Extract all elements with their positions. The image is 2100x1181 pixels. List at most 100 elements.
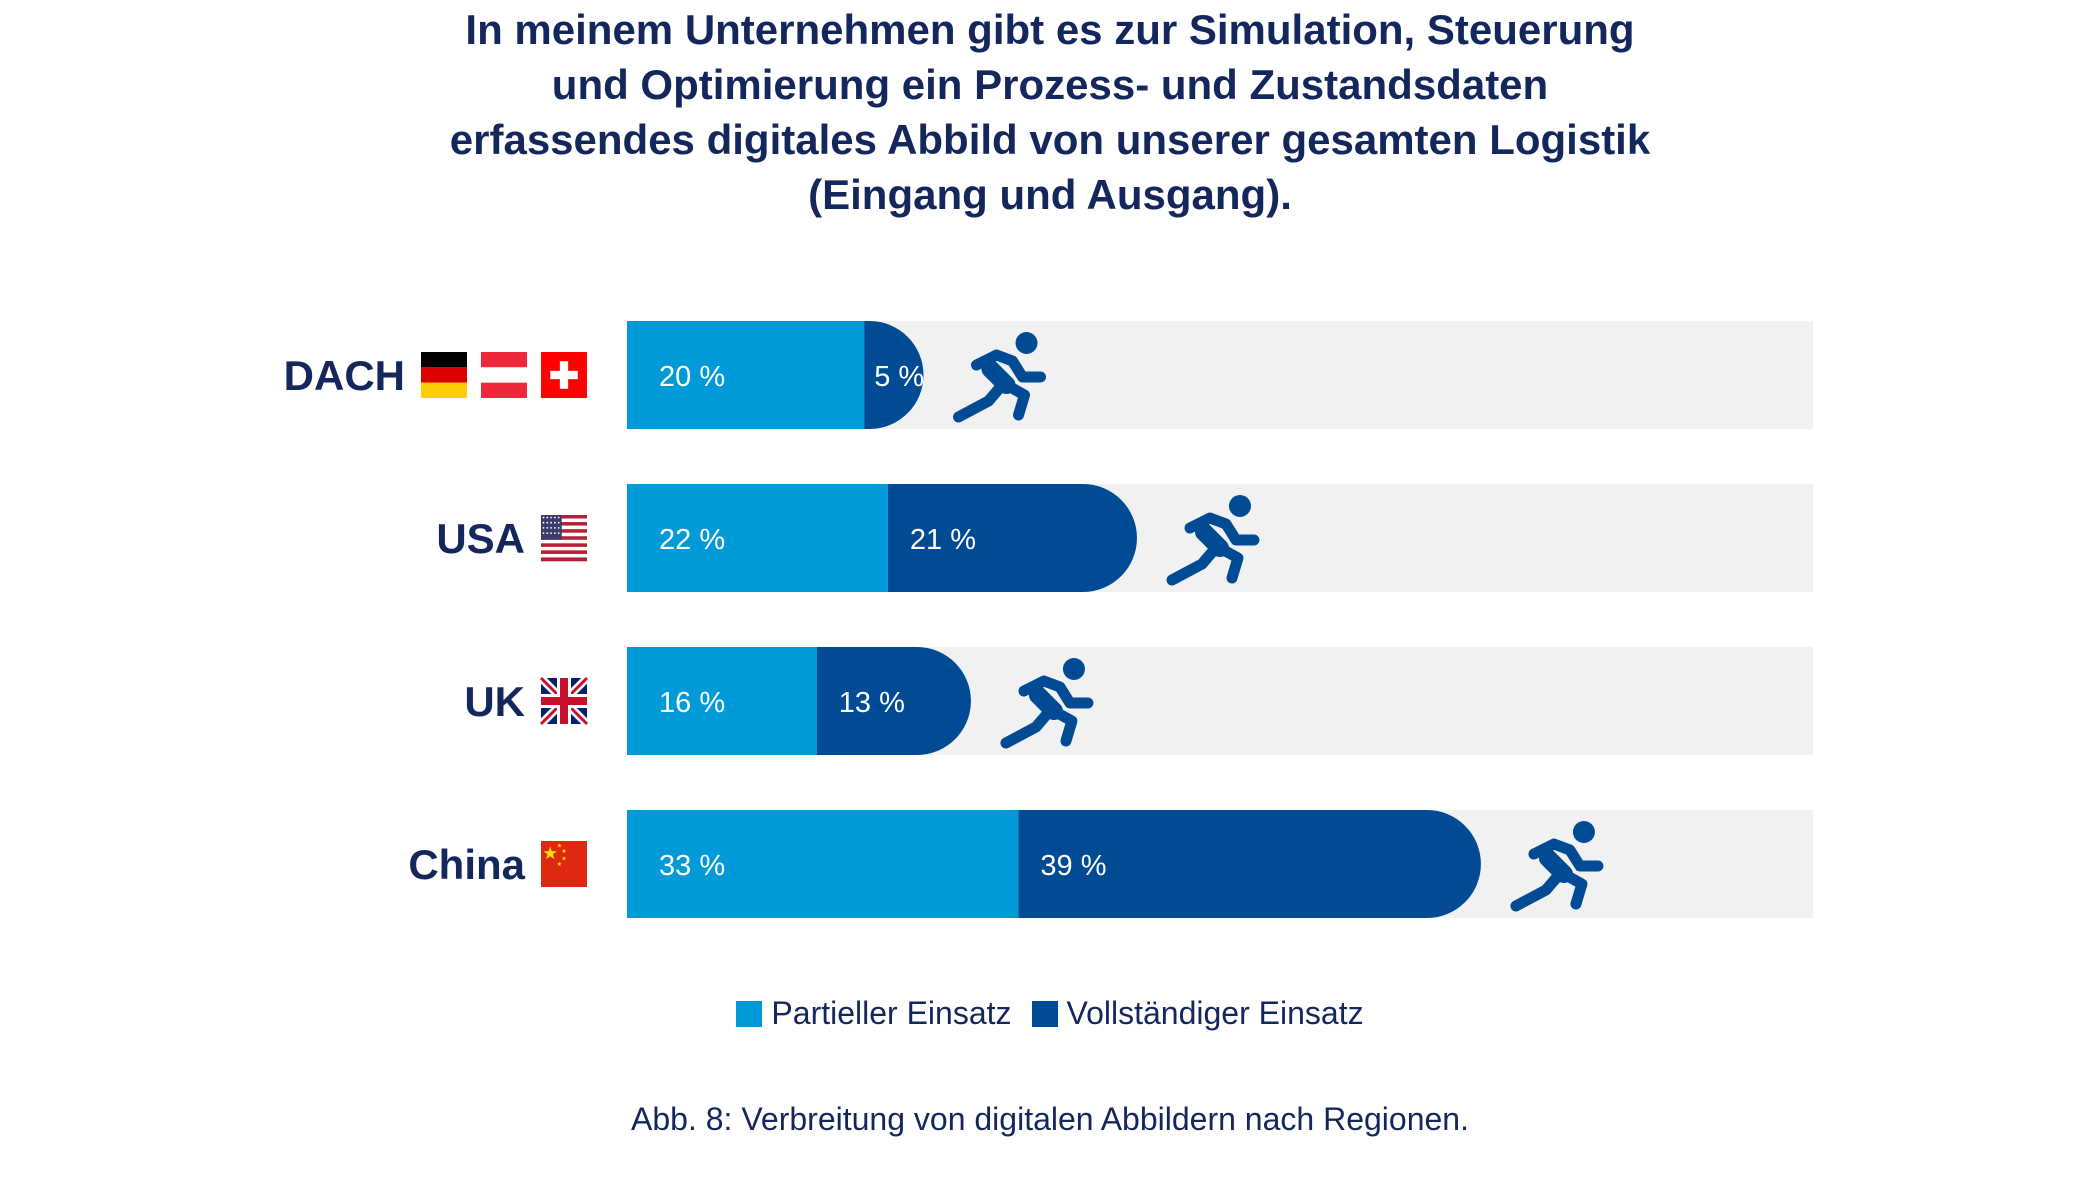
runner-head xyxy=(1228,495,1251,517)
value-label-partial: 20 % xyxy=(659,361,725,393)
flag-stripe xyxy=(541,536,587,541)
flag-stripe xyxy=(541,515,587,519)
runner-arm xyxy=(1528,838,1604,872)
flag-star xyxy=(557,843,562,848)
bar-partial xyxy=(627,647,817,755)
flag-star xyxy=(554,521,556,524)
value-label-partial: 33 % xyxy=(659,850,725,882)
chart-legend: Partieller Einsatz Vollständiger Einsatz xyxy=(0,995,2100,1032)
title-line: (Eingang und Ausgang). xyxy=(808,171,1292,218)
flag-star xyxy=(561,856,567,861)
flag-cross xyxy=(550,370,578,380)
title-line: erfassendes digitales Abbild von unserer… xyxy=(449,116,1651,163)
category-label: China xyxy=(408,841,525,888)
flag-star xyxy=(554,527,556,529)
bar-full xyxy=(816,647,971,755)
flag-star xyxy=(557,527,560,529)
runner-arm xyxy=(971,349,1046,383)
title-line: und Optimierung ein Prozess- und Zustand… xyxy=(551,61,1549,108)
flag-star xyxy=(561,848,567,854)
flag-stripe xyxy=(541,529,587,533)
flag-stripe xyxy=(541,518,587,523)
flag-uk-icon xyxy=(538,675,590,727)
value-label-full: 21 % xyxy=(910,524,976,556)
bar-partial xyxy=(627,484,888,592)
flag-stripe xyxy=(541,550,587,555)
flag-star xyxy=(557,521,560,524)
runner-leg xyxy=(1214,542,1244,584)
flag-stripe xyxy=(481,382,527,398)
value-label-partial: 16 % xyxy=(659,687,725,719)
runner-leg xyxy=(1048,705,1078,747)
flag-stripe xyxy=(541,532,587,537)
runner-leg xyxy=(1166,544,1220,586)
flag-stripe xyxy=(421,352,467,368)
flag-star xyxy=(557,516,560,519)
bar-full xyxy=(1018,810,1481,918)
flag-star xyxy=(542,532,545,534)
flag-star xyxy=(554,532,556,534)
flag-stripe xyxy=(541,522,587,526)
flag-field xyxy=(541,841,587,887)
flag-stripe xyxy=(541,557,587,562)
legend-item-partial: Partieller Einsatz xyxy=(736,995,1012,1032)
flag-germany-icon xyxy=(421,352,467,398)
flag-switzerland-icon xyxy=(541,352,587,398)
runner-leg xyxy=(1558,868,1588,910)
flag-star xyxy=(546,527,549,529)
flag-stripe xyxy=(421,382,467,398)
flag-stripe xyxy=(541,539,587,544)
flag-austria-icon xyxy=(481,352,527,398)
runner-leg xyxy=(1001,379,1030,421)
flag-star xyxy=(557,861,562,866)
flag-star xyxy=(550,532,552,534)
runner-icon xyxy=(1000,658,1094,749)
runner-leg xyxy=(1000,707,1054,749)
category-label: UK xyxy=(464,678,525,725)
runner-arm xyxy=(1184,512,1260,546)
chart-title: In meinem Unternehmen gibt es zur Simula… xyxy=(300,2,1800,222)
flag-cross xyxy=(541,697,587,705)
runner-icon xyxy=(1166,495,1260,586)
bar-full xyxy=(864,321,924,429)
runner-leg xyxy=(953,381,1006,423)
value-label-partial: 22 % xyxy=(659,524,725,556)
flag-star xyxy=(554,516,556,519)
title-line: In meinem Unternehmen gibt es zur Simula… xyxy=(465,6,1635,53)
runner-arm xyxy=(1018,675,1094,709)
legend-swatch-partial xyxy=(736,1000,763,1027)
bar-full xyxy=(887,484,1137,592)
flag-star xyxy=(550,516,552,519)
flag-star xyxy=(542,516,545,519)
legend-label-partial: Partieller Einsatz xyxy=(771,995,1012,1031)
flag-star xyxy=(550,521,552,524)
flag-star xyxy=(546,516,549,519)
value-label-full: 5 % xyxy=(874,361,924,393)
legend-label-full: Vollständiger Einsatz xyxy=(1066,995,1364,1031)
flag-stripe xyxy=(481,367,527,383)
runner-head xyxy=(1062,658,1085,680)
flag-stripe xyxy=(421,367,467,383)
figure-caption: Abb. 8: Verbreitung von digitalen Abbild… xyxy=(631,1101,1469,1137)
runner-head xyxy=(1015,332,1038,354)
flag-star xyxy=(546,532,549,534)
bar-partial xyxy=(627,321,865,429)
legend-swatch-full xyxy=(1031,1000,1058,1027)
flag-star xyxy=(557,532,560,534)
runner-head xyxy=(1572,821,1595,843)
flag-star xyxy=(546,521,549,524)
flag-star xyxy=(543,846,557,860)
value-label-full: 13 % xyxy=(839,687,905,719)
flag-star xyxy=(542,521,545,524)
runner-icon xyxy=(1510,821,1604,912)
value-label-full: 39 % xyxy=(1040,850,1106,882)
flag-star xyxy=(550,527,552,529)
runner-leg xyxy=(1510,870,1564,912)
flag-stripe xyxy=(541,546,587,551)
flag-stripe xyxy=(541,553,587,558)
category-label: DACH xyxy=(284,352,405,399)
legend-item-full: Vollständiger Einsatz xyxy=(1031,995,1364,1032)
bar-partial xyxy=(627,810,1019,918)
flag-star xyxy=(542,527,545,529)
